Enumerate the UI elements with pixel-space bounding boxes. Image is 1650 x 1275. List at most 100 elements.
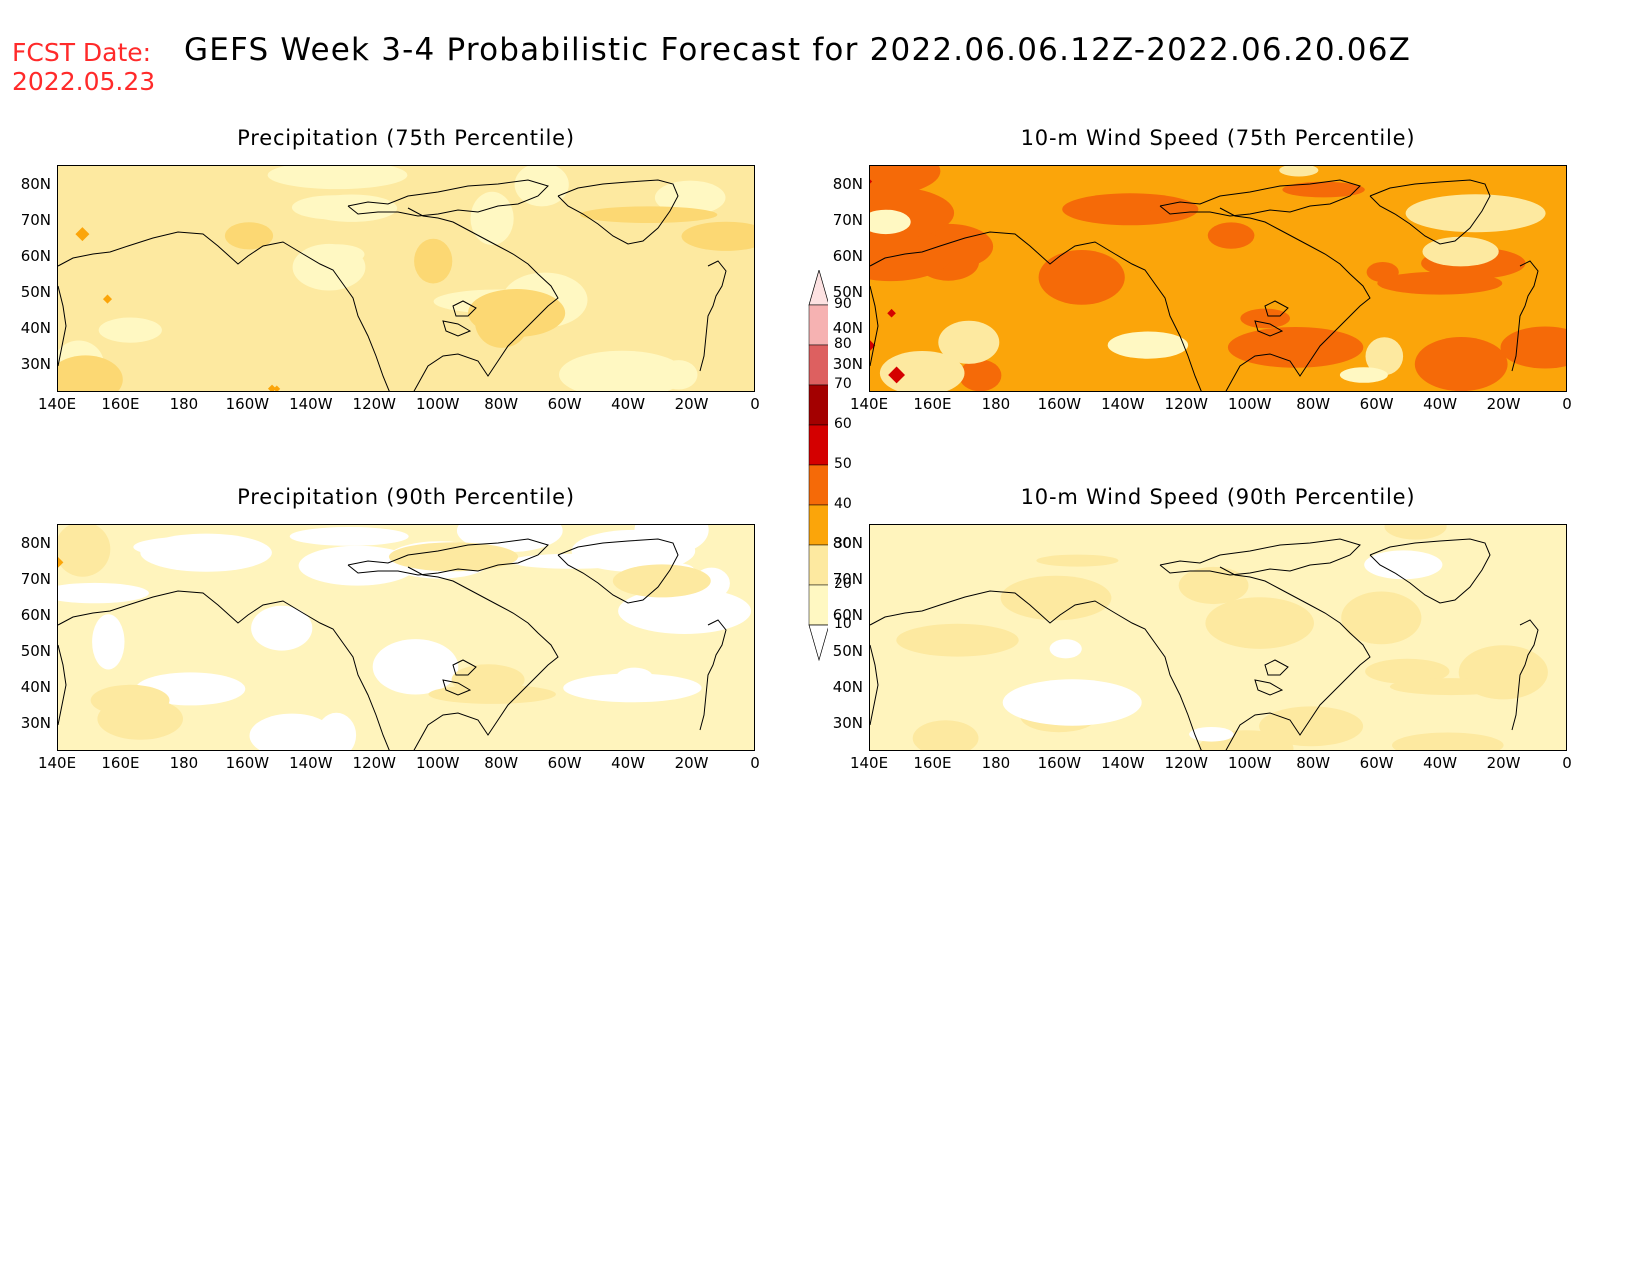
field-patch (870, 166, 941, 196)
lon-tick-label: 80W (484, 754, 519, 772)
field-patch (1377, 271, 1503, 295)
field-patch (912, 720, 979, 750)
colorbar-label: 90 (834, 296, 852, 312)
coastline (870, 231, 1202, 391)
lon-tick-label: 60W (1359, 754, 1394, 772)
field-patch (1422, 236, 1499, 267)
lon-tick-label: 160E (913, 395, 952, 413)
coastline (58, 590, 390, 750)
colorbar-bottom-arrow (808, 624, 828, 662)
field-patch (1036, 554, 1119, 567)
lon-tick-label: 100W (1227, 754, 1272, 772)
map-canvas (58, 166, 754, 391)
coastline (1159, 538, 1361, 576)
field-patch (563, 673, 702, 703)
colorbar-label: 10 (834, 616, 852, 632)
field-patch (289, 527, 409, 546)
field-spot (75, 227, 90, 242)
lon-tick-label: 160W (1037, 754, 1082, 772)
field-patch (58, 525, 111, 577)
coastline (452, 300, 477, 317)
field-patch (468, 289, 566, 337)
lat-tick-label: 80N (832, 534, 863, 552)
lon-tick-label: 60W (547, 395, 582, 413)
panel-title-wind-75: 10-m Wind Speed (75th Percentile) (1020, 126, 1416, 150)
field-patch (306, 194, 398, 222)
lon-tick-label: 20W (674, 395, 709, 413)
lat-tick-label: 40N (832, 678, 863, 696)
field-patch (1365, 337, 1404, 376)
map-panel-wind-90 (869, 524, 1567, 751)
lon-tick-label: 60W (1359, 395, 1394, 413)
field-spot (888, 366, 906, 384)
lon-tick-label: 180 (981, 754, 1011, 772)
lon-tick-label: 20W (1486, 395, 1521, 413)
field-patch (938, 320, 1000, 364)
coastline (442, 320, 472, 337)
colorbar-label: 70 (834, 376, 852, 392)
colorbar (808, 270, 828, 662)
lat-tick-label: 80N (20, 534, 51, 552)
coastline (870, 285, 879, 367)
lon-tick-label: 40W (1423, 754, 1458, 772)
lon-tick-label: 40W (611, 395, 646, 413)
field-patch (1002, 679, 1142, 726)
field-patch (224, 222, 274, 250)
colorbar-segment (808, 384, 828, 426)
field-patch (97, 697, 183, 740)
lon-tick-label: 140E (849, 754, 889, 772)
lon-tick-label: 140E (37, 754, 77, 772)
colorbar-segment (808, 544, 828, 586)
lon-tick-label: 60W (547, 754, 582, 772)
lon-tick-label: 160W (225, 754, 270, 772)
coastline (1254, 679, 1284, 696)
field-patch (870, 227, 953, 282)
field-patch (298, 545, 417, 586)
field-patch (414, 238, 453, 284)
map-panel-precip-75 (57, 165, 755, 392)
lat-tick-label: 70N (832, 211, 863, 229)
panel-title-wind-90: 10-m Wind Speed (90th Percentile) (1020, 485, 1416, 509)
lat-tick-label: 30N (20, 355, 51, 373)
lon-tick-label: 0 (750, 754, 760, 772)
field-patch (616, 667, 653, 687)
coastline (407, 566, 559, 750)
lon-tick-label: 120W (1164, 754, 1208, 772)
field-patch (1341, 591, 1422, 645)
lat-tick-label: 80N (20, 175, 51, 193)
coastline (1264, 300, 1289, 317)
field-spot (870, 338, 876, 353)
coastline (1219, 207, 1371, 391)
field-spot (102, 294, 113, 304)
field-patch (58, 355, 123, 391)
field-patch (388, 542, 519, 572)
field-patch (316, 712, 357, 750)
coastline (1369, 179, 1491, 245)
lat-tick-label: 60N (832, 606, 863, 624)
lon-tick-label: 180 (169, 754, 199, 772)
field-patch (870, 209, 911, 235)
coastline (58, 644, 67, 726)
coastline (557, 179, 679, 245)
field-patch (681, 221, 754, 251)
field-patch (580, 206, 718, 223)
lat-tick-label: 60N (832, 247, 863, 265)
lon-tick-label: 140E (849, 395, 889, 413)
map-canvas (870, 525, 1566, 750)
field-patch (98, 317, 162, 343)
coastline (58, 231, 390, 391)
coastline (870, 644, 879, 726)
field-patch (1107, 331, 1189, 359)
colorbar-label: 20 (834, 576, 852, 592)
lon-tick-label: 40W (611, 754, 646, 772)
figure-title: GEFS Week 3-4 Probabilistic Forecast for… (184, 32, 1412, 68)
forecast-date-value: 2022.05.23 (12, 67, 156, 96)
coastline (1264, 659, 1289, 676)
field-patch (1339, 367, 1388, 383)
lon-tick-label: 100W (1227, 395, 1272, 413)
colorbar-top-arrow (808, 270, 828, 306)
field-patch (1384, 525, 1447, 540)
lon-tick-label: 120W (352, 754, 396, 772)
lon-tick-label: 0 (1562, 395, 1572, 413)
lat-tick-label: 50N (20, 283, 51, 301)
